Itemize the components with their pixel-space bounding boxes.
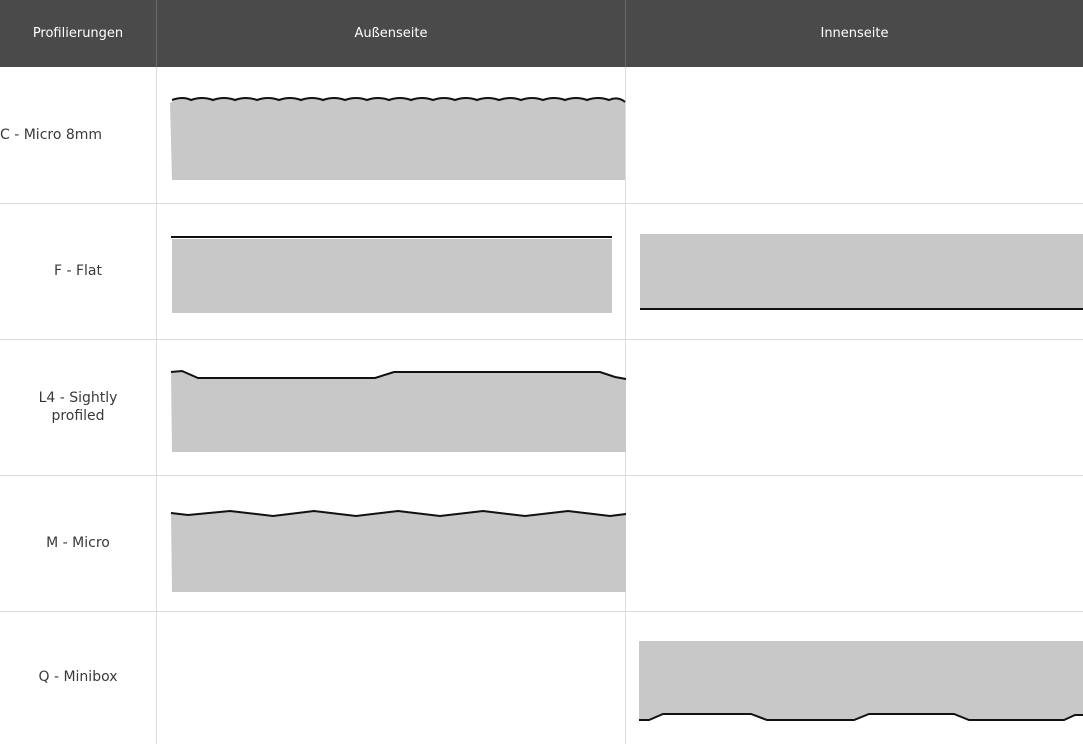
minibox-profile [639,641,1083,721]
flat-profile-inverted [640,234,1083,310]
slight-profile [170,369,627,452]
row-label-q-minibox: Q - Minibox [0,611,156,744]
row-label-text: L4 - Sightly profiled [38,389,118,424]
row-label-text: M - Micro [46,534,110,551]
row-divider [0,339,1083,340]
header-aussenseite: Außenseite [354,26,428,41]
header-profilierungen: Profilierungen [32,26,124,41]
row-label-m-micro: M - Micro [0,475,156,611]
row-label-c-micro-8mm: C - Micro 8mm [0,67,156,203]
micro-zigzag-profile [170,509,627,592]
row-label-l4-slightly-profiled: L4 - Sightly profiled [0,339,156,475]
row-label-text: Q - Minibox [38,669,118,686]
row-label-text: C - Micro 8mm [0,126,103,143]
flat-profile [171,236,612,313]
row-divider [0,475,1083,476]
header-divider [156,0,157,67]
header-innenseite: Innenseite [820,26,889,41]
row-divider [0,203,1083,204]
row-label-f-flat: F - Flat [0,203,156,339]
scalloped-profile [170,97,626,180]
header-divider [625,0,626,67]
row-divider [0,611,1083,612]
column-divider [156,67,157,744]
row-label-text: F - Flat [53,262,102,279]
table-header: Profilierungen Außenseite Innenseite [0,0,1083,67]
